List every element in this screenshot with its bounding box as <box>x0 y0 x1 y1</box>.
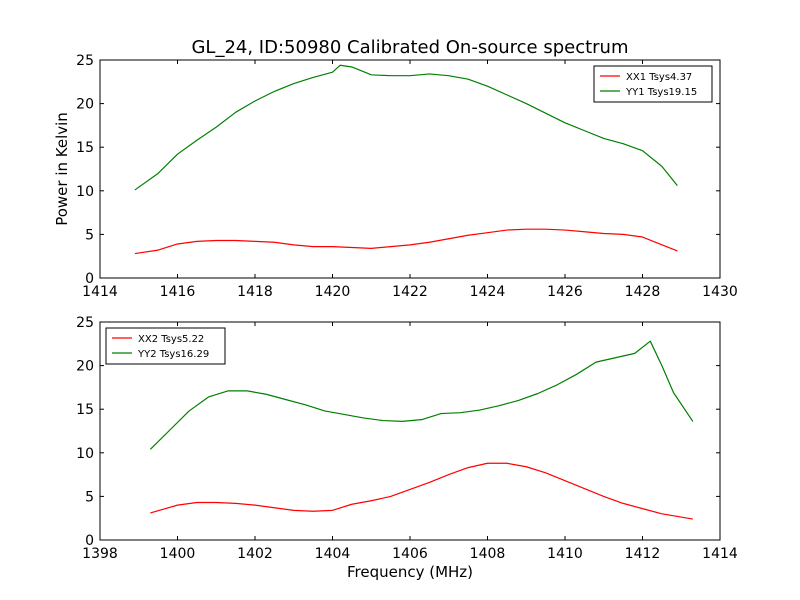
series-line-1 <box>134 228 678 255</box>
x-tick-label: 1420 <box>315 284 351 300</box>
legend: XX2 Tsys5.22 YY2 Tsys16.29 <box>105 327 226 365</box>
y-tick-label: 0 <box>85 533 94 549</box>
x-tick-label: 1430 <box>702 284 738 300</box>
x-tick-label: 1400 <box>160 546 196 562</box>
chart-title: GL_24, ID:50980 Calibrated On-source spe… <box>191 37 628 58</box>
x-tick-label: 1418 <box>237 284 273 300</box>
subplot-2: 1398 1400 1402 1404 1406 1408 1410 1412 1414 0 5 10… <box>76 315 738 562</box>
legend-label-2: YY1 Tsys19.15 <box>625 87 697 98</box>
x-tick-label: 1402 <box>237 546 273 562</box>
legend-label-1: XX2 Tsys5.22 <box>138 334 204 345</box>
legend: XX1 Tsys4.37 YY1 Tsys19.15 <box>593 65 713 103</box>
x-tick-label: 1416 <box>160 284 196 300</box>
y-tick-label: 15 <box>76 402 94 418</box>
plots-group: 1414 1416 1418 1420 1422 1424 1426 1428 1430 0 5 10… <box>76 53 738 562</box>
x-tick-label: 1398 <box>82 546 118 562</box>
y-tick-label: 15 <box>76 140 94 156</box>
x-axis-label: Frequency (MHz) <box>347 563 473 581</box>
y-tick-label: 10 <box>76 184 94 200</box>
y-tick-label: 10 <box>76 446 94 462</box>
x-tick-label: 1412 <box>625 546 661 562</box>
x-tick-label: 1424 <box>470 284 506 300</box>
series-line-1 <box>150 462 693 520</box>
y-tick-label: 25 <box>76 315 94 331</box>
legend-label-2: YY2 Tsys16.29 <box>137 349 209 360</box>
x-tick-label: 1414 <box>82 284 118 300</box>
y-tick-label: 5 <box>85 227 94 243</box>
y-axis-label: Power in Kelvin <box>53 112 71 226</box>
series-line-2 <box>149 340 694 450</box>
x-tick-label: 1410 <box>547 546 583 562</box>
x-tick-label: 1428 <box>625 284 661 300</box>
x-tick-label: 1426 <box>547 284 583 300</box>
x-tick-label: 1406 <box>392 546 428 562</box>
series-line-2 <box>134 64 678 191</box>
y-tick-label: 5 <box>85 489 94 505</box>
x-tick-label: 1408 <box>470 546 506 562</box>
x-tick-label: 1404 <box>315 546 351 562</box>
y-tick-label: 0 <box>85 271 94 287</box>
y-tick-label: 20 <box>76 97 94 113</box>
legend-label-1: XX1 Tsys4.37 <box>626 72 692 83</box>
legend-box <box>593 65 713 103</box>
legend-box <box>105 327 226 365</box>
subplot-1: 1414 1416 1418 1420 1422 1424 1426 1428 1430 0 5 10… <box>76 53 738 300</box>
x-tick-label: 1414 <box>702 546 738 562</box>
x-tick-label: 1422 <box>392 284 428 300</box>
y-tick-label: 20 <box>76 359 94 375</box>
y-tick-label: 25 <box>76 53 94 69</box>
